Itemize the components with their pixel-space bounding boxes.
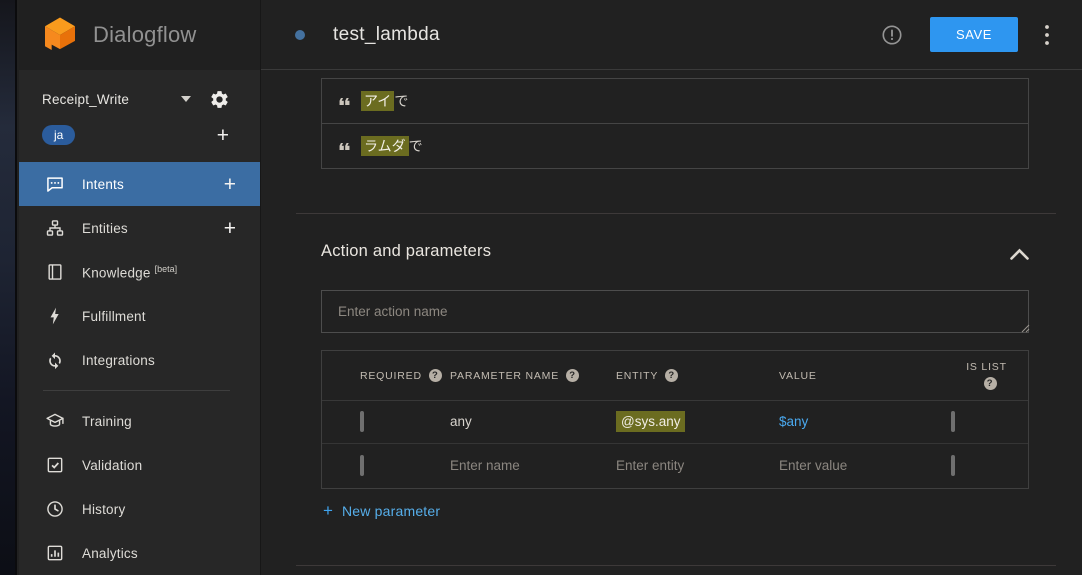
sidebar-item-entities[interactable]: Entities +: [19, 206, 260, 250]
language-badge[interactable]: ja: [42, 125, 76, 146]
parameter-name-input[interactable]: [450, 458, 590, 473]
header-actions: SAVE: [881, 17, 1052, 52]
sidebar-item-label: Validation: [82, 457, 143, 473]
sitemap-icon: [46, 220, 64, 236]
alert-circle-icon[interactable]: [881, 24, 903, 46]
sidebar-item-intents[interactable]: Intents +: [19, 162, 260, 206]
book-icon: [48, 264, 62, 280]
training-phrases-list: アイで ラムダで: [321, 78, 1029, 169]
column-header-is-list: IS LIST?: [966, 361, 1007, 390]
sidebar-item-label: Entities: [82, 220, 128, 236]
sidebar-item-label: History: [82, 501, 126, 517]
sidebar-item-integrations[interactable]: Integrations: [19, 338, 260, 382]
section-divider: [296, 213, 1056, 214]
agent-selector[interactable]: Receipt_Write: [19, 86, 260, 113]
sidebar-item-label: Analytics: [82, 545, 138, 561]
check-square-icon: [47, 457, 63, 473]
sidebar-item-validation[interactable]: Validation: [19, 443, 260, 487]
quote-icon: [339, 97, 350, 105]
lightning-bolt-icon: [50, 307, 59, 325]
training-phrase-row[interactable]: アイで: [322, 79, 1028, 123]
add-language-button[interactable]: +: [216, 123, 229, 147]
caret-down-icon[interactable]: [180, 95, 192, 103]
new-parameter-button[interactable]: + New parameter: [323, 501, 441, 520]
add-entity-button[interactable]: +: [223, 216, 236, 240]
parameter-value[interactable]: $any: [779, 414, 809, 429]
is-list-checkbox[interactable]: [951, 455, 955, 476]
sidebar-item-training[interactable]: Training: [19, 399, 260, 443]
sidebar-item-label: Integrations: [82, 352, 155, 368]
parameter-row-empty: [322, 444, 1028, 488]
parameters-table-header: REQUIRED? PARAMETER NAME? ENTITY? VALUE …: [322, 351, 1028, 401]
parameter-name-input[interactable]: [450, 414, 590, 429]
section-title: Action and parameters: [321, 242, 492, 260]
sidebar-item-history[interactable]: History: [19, 487, 260, 531]
is-list-checkbox[interactable]: [951, 411, 955, 432]
phrase-text: ラムダで: [361, 136, 423, 156]
help-icon[interactable]: ?: [983, 377, 997, 390]
action-name-input[interactable]: [321, 290, 1029, 333]
main-panel: test_lambda SAVE: [260, 0, 1082, 575]
annotated-entity-text[interactable]: ラムダ: [361, 136, 409, 156]
agent-name: Receipt_Write: [42, 91, 130, 107]
phrase-text: アイで: [361, 91, 408, 111]
intent-title[interactable]: test_lambda: [333, 23, 440, 45]
help-icon[interactable]: ?: [665, 369, 679, 382]
graduation-cap-icon: [46, 413, 64, 427]
add-intent-button[interactable]: +: [223, 172, 236, 196]
sidebar-item-knowledge[interactable]: Knowledge [beta]: [19, 250, 260, 294]
column-header-value: VALUE: [779, 369, 817, 382]
intent-status-dot: [295, 29, 305, 40]
bar-chart-icon: [47, 545, 63, 561]
desktop-edge-strip: [0, 0, 17, 575]
required-checkbox[interactable]: [360, 455, 364, 476]
sidebar-divider: [43, 390, 230, 391]
intent-header: test_lambda SAVE: [261, 0, 1082, 70]
sidebar-item-label: Knowledge [beta]: [82, 263, 178, 281]
column-header-entity: ENTITY?: [616, 369, 779, 382]
sidebar: Dialogflow Receipt_Write ja +: [19, 0, 260, 575]
beta-tag: [beta]: [154, 263, 178, 274]
sidebar-item-fulfillment[interactable]: Fulfillment: [19, 294, 260, 338]
sidebar-item-label: Fulfillment: [82, 308, 146, 324]
sync-icon: [49, 352, 61, 370]
gear-icon[interactable]: [209, 89, 230, 110]
quote-icon: [339, 142, 350, 150]
sidebar-nav: Intents + Entities + Knowledge [beta: [19, 162, 260, 575]
intent-content: アイで ラムダで Action and parameters: [261, 70, 1082, 575]
language-row: ja +: [19, 124, 260, 147]
sidebar-item-analytics[interactable]: Analytics: [19, 531, 260, 575]
help-icon[interactable]: ?: [566, 369, 580, 382]
chevron-up-icon[interactable]: [1009, 248, 1030, 261]
parameters-table: REQUIRED? PARAMETER NAME? ENTITY? VALUE …: [321, 350, 1029, 489]
chat-bubble-icon: [47, 177, 63, 192]
plus-icon: +: [323, 501, 333, 520]
sidebar-item-label: Intents: [82, 176, 124, 192]
parameter-entity-input[interactable]: [616, 458, 756, 473]
save-button[interactable]: SAVE: [930, 17, 1018, 52]
entity-chip[interactable]: @sys.any: [616, 411, 686, 432]
clock-icon: [47, 501, 63, 517]
column-header-required: REQUIRED?: [360, 369, 450, 382]
logo-wordmark: Dialogflow: [93, 22, 197, 47]
parameter-row: @sys.any $any: [322, 401, 1028, 444]
section-divider: [296, 565, 1056, 566]
required-checkbox[interactable]: [360, 411, 364, 432]
training-phrase-row[interactable]: ラムダで: [322, 123, 1028, 168]
parameter-value-input[interactable]: [779, 458, 919, 473]
column-header-parameter-name: PARAMETER NAME?: [450, 369, 616, 382]
help-icon[interactable]: ?: [428, 369, 442, 382]
annotated-entity-text[interactable]: アイ: [361, 91, 395, 111]
dialogflow-logo-icon: [45, 17, 75, 50]
sidebar-item-label: Training: [82, 413, 132, 429]
kebab-menu-icon[interactable]: [1042, 24, 1052, 46]
logo-area: Dialogflow: [19, 0, 260, 70]
